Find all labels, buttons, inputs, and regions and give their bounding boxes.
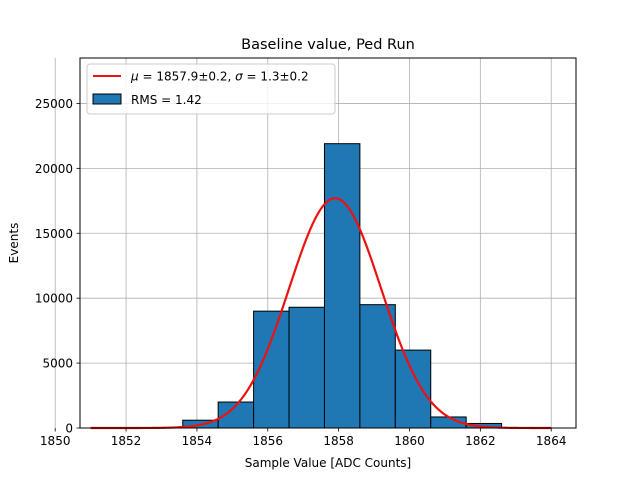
- x-tick-label: 1858: [323, 434, 354, 448]
- legend-mu-value: 1857.9±0.2: [156, 70, 227, 84]
- histogram-bar: [394, 349, 432, 429]
- y-tick-label: 0: [65, 422, 73, 436]
- x-axis-label: Sample Value [ADC Counts]: [245, 456, 411, 470]
- histogram-bar: [323, 143, 361, 429]
- x-tick-label: 1850: [40, 434, 71, 448]
- legend-histogram-label: RMS = 1.42: [131, 93, 202, 107]
- histogram-bar: [288, 306, 325, 429]
- x-tick-label: 1856: [252, 434, 283, 448]
- y-tick-label: 5000: [42, 357, 73, 371]
- x-axis-ticks: 1850 1852 1854 1856 1858 1860 1862 1864: [40, 428, 567, 448]
- y-tick-label: 15000: [35, 227, 73, 241]
- x-tick-label: 1854: [182, 434, 213, 448]
- y-tick-label: 10000: [35, 292, 73, 306]
- chart-title: Baseline value, Ped Run: [241, 37, 415, 53]
- y-tick-label: 20000: [35, 162, 73, 176]
- y-axis-ticks: 0 5000 10000 15000 20000 25000: [35, 97, 80, 436]
- legend: μ = 1857.9±0.2, σ = 1.3±0.2 RMS = 1.42: [86, 63, 336, 115]
- histogram-bar: [359, 304, 396, 429]
- x-tick-label: 1862: [465, 434, 496, 448]
- legend-histogram-swatch: [92, 93, 122, 105]
- x-tick-label: 1852: [111, 434, 142, 448]
- legend-sigma-value: 1.3±0.2: [260, 70, 308, 84]
- y-axis-label: Events: [7, 223, 21, 264]
- x-tick-label: 1864: [536, 434, 567, 448]
- legend-box: [86, 63, 336, 115]
- x-tick-label: 1860: [394, 434, 425, 448]
- plot-frame: [79, 57, 577, 429]
- legend-fit-label: μ = 1857.9±0.2, σ = 1.3±0.2: [130, 70, 309, 84]
- legend-mu-symbol: μ: [130, 70, 139, 84]
- y-tick-label: 25000: [35, 97, 73, 111]
- legend-sigma-symbol: σ: [235, 70, 243, 84]
